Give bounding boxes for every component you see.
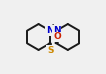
Text: N: N (53, 26, 60, 35)
Text: O: O (53, 32, 61, 41)
Text: S: S (47, 46, 53, 55)
Text: N: N (46, 26, 54, 35)
